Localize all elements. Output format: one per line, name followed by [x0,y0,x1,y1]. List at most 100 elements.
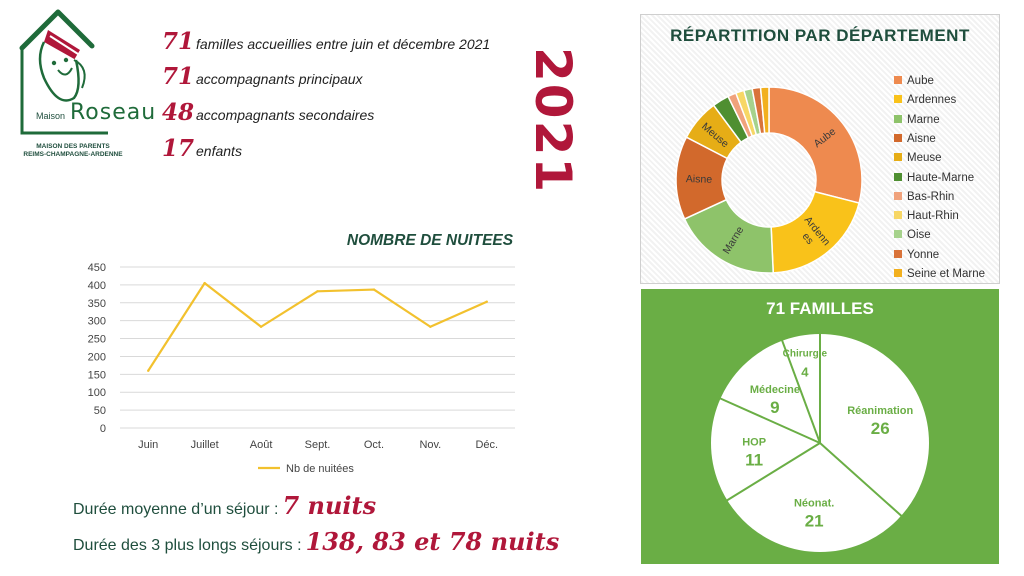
pie-divider [719,397,821,444]
legend-swatch [894,269,902,277]
y-tick-label: 450 [88,262,106,274]
legend-label: Oise [907,229,931,242]
legend-item: Oise [894,229,931,241]
legend-item: Haut-Rhin [894,210,959,222]
legend-item: Aisne [894,133,936,145]
stat-label: enfants [196,143,242,159]
y-tick-label: 350 [88,298,106,310]
logo: Maison Roseau [8,8,155,148]
longest-stays: Durée des 3 plus longs séjours :138, 83 … [73,527,559,556]
pie-divider [819,442,903,518]
year-label: 2021 [524,47,582,195]
stat-families: 71 familles accueillies entre juin et déc… [162,28,490,55]
average-stay: Durée moyenne d’un séjour :7 nuits [73,491,376,520]
logo-subtitle-line1: MAISON DES PARENTS [36,143,110,150]
data-point [429,325,432,328]
pie-slice-label: HOP [742,436,766,448]
pie-slice-label: Chirurgie [783,349,828,360]
legend-swatch [894,249,902,258]
stat-label: accompagnants secondaires [196,107,375,123]
pie-divider [780,339,821,444]
stat-label: accompagnants principaux [196,71,363,87]
y-tick-label: 300 [88,316,106,328]
line-chart-title: NOMBRE DE NUITEES [346,232,514,249]
legend-swatch [894,211,902,220]
legend-item: Meuse [894,152,942,164]
line-chart: 0 50 100 150 200 250 300 350 400 450 Juin Juillet Ao… [88,262,515,475]
data-point [147,369,150,372]
longest-stays-label: Durée des 3 plus longs séjours : [73,537,302,554]
donut-slice-label: Aisne [686,173,713,186]
department-chart-title: RÉPARTITION PAR DÉPARTEMENT [670,26,970,45]
stat-number: 71 [162,63,195,90]
legend-label: Bas-Rhin [907,190,955,203]
logo-subtitle: MAISON DES PARENTS REIMS-CHAMPAGNE-ARDEN… [8,143,138,159]
legend-label: Marne [907,113,940,126]
y-tick-label: 250 [88,334,106,346]
y-tick-label: 0 [100,423,106,435]
legend-label: Yonne [907,248,940,261]
legend-label: Aube [907,75,934,87]
pie-divider [725,442,821,502]
data-point [259,325,263,328]
legend-swatch [894,230,902,239]
legend-swatch [894,191,902,200]
pie-outline [709,332,931,554]
legend-label: Haute-Marne [907,171,975,184]
legend-item: Haute-Marne [894,172,974,184]
legend-item: Aube [894,75,934,87]
y-tick-label: 50 [94,405,106,417]
legend-label: Haut-Rhin [907,210,959,223]
pie-slice-value: 26 [871,419,890,438]
pie-slice-value: 21 [805,512,824,531]
legend-swatch [894,133,902,142]
longest-stays-value: 138, 83 et 78 nuits [305,527,560,556]
legend-label: Ardennes [907,94,957,107]
average-stay-value: 7 nuits [282,491,377,520]
y-tick-label: 150 [88,369,106,381]
legend-swatch [894,153,902,162]
donut-slice [768,86,863,204]
legend-item: Marne [894,114,940,126]
stat-main-companions: 71 accompagnants principaux [162,63,363,90]
logo-maison: Maison [36,111,66,121]
legend-label: Nb de nuitées [286,463,354,475]
series-line [147,282,488,372]
x-tick-label: Juillet [191,439,219,451]
legend-label: Meuse [907,152,942,165]
x-tick-label: Nov. [419,439,441,451]
data-point [316,290,319,293]
families-chart-title: 71 FAMILLES [766,299,874,318]
stat-children: 17 enfants [162,135,242,162]
legend-item: Yonne [894,249,939,261]
y-tick-label: 100 [88,387,106,399]
data-point [485,300,488,303]
stat-secondary-companions: 48 accompagnants secondaires [162,99,374,126]
logo-subtitle-line2: REIMS-CHAMPAGNE-ARDENNE [23,151,123,158]
pie-slice-value: 4 [801,365,809,380]
x-tick-label: Oct. [364,439,384,451]
y-tick-label: 200 [88,351,106,363]
legend-swatch [894,114,902,123]
legend-label: Seine et Marne [907,268,985,280]
stat-label: familles accueillies entre juin et décem… [196,36,491,52]
legend-item: Seine et Marne [894,268,985,280]
stat-number: 17 [162,135,195,162]
y-tick-label: 400 [88,280,106,292]
pie-slice-label: Médecine [750,384,800,396]
logo-name: Roseau [70,100,157,125]
families-panel: 71 FAMILLES Réanimation 26 Néonat. 21 HOP 11 M… [641,289,999,564]
house-logo-icon [19,9,108,135]
stat-number: 71 [162,28,195,55]
x-tick-label: Sept. [305,439,331,451]
pie-slice-value: 9 [770,398,779,417]
x-tick-label: Juin [138,439,158,451]
data-point [203,281,206,285]
legend-item: Ardennes [894,94,956,106]
data-point [372,288,376,291]
families-pie-chart: Réanimation 26 Néonat. 21 HOP 11 Médecine 9 Chir… [709,332,931,554]
pie-slice-label: Réanimation [847,405,913,417]
legend-swatch [894,95,902,104]
stat-number: 48 [162,99,195,126]
